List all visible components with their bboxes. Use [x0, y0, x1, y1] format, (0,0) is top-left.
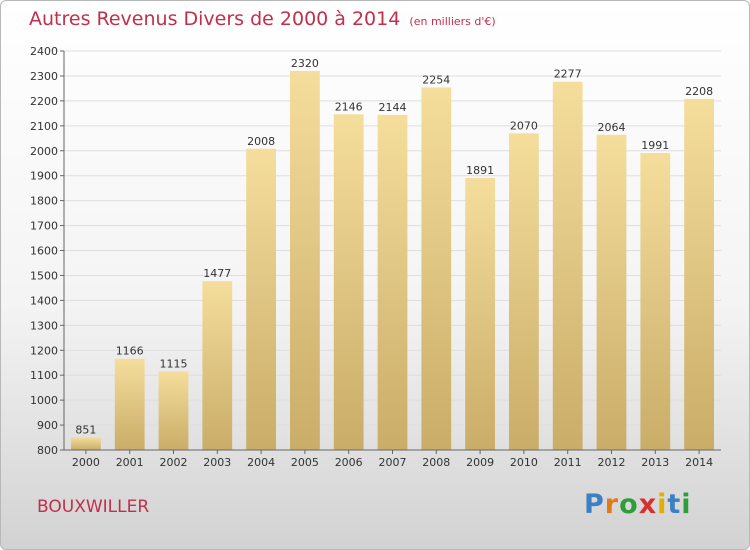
y-tick-label: 2400 — [30, 45, 58, 58]
bar — [465, 177, 495, 450]
bar — [333, 114, 364, 450]
bar-value-label: 2320 — [291, 57, 319, 70]
y-tick-label: 1100 — [30, 369, 58, 382]
y-tick-label: 1300 — [30, 319, 58, 332]
bar — [71, 437, 101, 450]
logo-letter: r — [604, 489, 620, 520]
bar — [552, 81, 583, 450]
proxiti-logo: Proxiti — [584, 489, 692, 520]
logo-letter: o — [619, 489, 639, 520]
bar — [114, 358, 145, 450]
x-tick-label: 2009 — [466, 456, 494, 469]
bars — [71, 70, 714, 451]
bar-value-label: 2146 — [335, 100, 363, 113]
bar — [246, 148, 276, 450]
x-tick-label: 2014 — [685, 456, 713, 469]
bar-value-label: 1166 — [116, 345, 144, 358]
x-tick-label: 2010 — [510, 456, 538, 469]
bar-value-label: 2208 — [685, 85, 713, 98]
bar-value-label: 2144 — [379, 101, 407, 114]
x-tick-label: 2001 — [116, 456, 144, 469]
bar-value-label: 2064 — [598, 121, 626, 134]
bar — [509, 133, 539, 450]
x-tick-label: 2012 — [598, 456, 626, 469]
subtitle-text: (en milliers d'€) — [409, 15, 496, 28]
x-tick-label: 2007 — [379, 456, 407, 469]
y-tick-label: 1200 — [30, 344, 58, 357]
bar — [158, 371, 189, 450]
bar — [640, 152, 671, 450]
x-tick-label: 2005 — [291, 456, 319, 469]
commune-name: BOUXWILLER — [37, 497, 150, 517]
bar — [202, 281, 233, 450]
bar-value-label: 851 — [75, 423, 96, 436]
bar-value-label: 2254 — [422, 73, 450, 86]
chart-title: Autres Revenus Divers de 2000 à 2014 (en… — [29, 8, 496, 30]
bar — [596, 134, 627, 451]
logo-letter: P — [584, 489, 605, 520]
logo-letter: i — [681, 489, 692, 520]
bar-value-label: 2008 — [247, 135, 275, 148]
y-tick-label: 1000 — [30, 394, 58, 407]
bar — [684, 98, 714, 450]
bar-value-label: 1891 — [466, 164, 494, 177]
logo-letter: x — [638, 489, 658, 520]
x-tick-label: 2000 — [72, 456, 100, 469]
y-tick-label: 1600 — [30, 245, 58, 258]
x-tick-label: 2013 — [641, 456, 669, 469]
y-tick-label: 900 — [37, 419, 58, 432]
y-tick-label: 2100 — [30, 120, 58, 133]
logo-letter: i — [657, 489, 668, 520]
y-tick-label: 1700 — [30, 220, 58, 233]
y-tick-label: 1500 — [30, 269, 58, 282]
bar — [377, 114, 408, 450]
y-tick-label: 2000 — [30, 145, 58, 158]
x-tick-label: 2011 — [554, 456, 582, 469]
x-tick-label: 2003 — [203, 456, 231, 469]
y-tick-label: 800 — [37, 444, 58, 457]
y-tick-label: 1800 — [30, 195, 58, 208]
y-tick-label: 1400 — [30, 294, 58, 307]
y-tick-label: 2300 — [30, 70, 58, 83]
axes: 800 900 1000 1100 1200 1300 1400 1500 1600 1700 18… — [30, 45, 721, 469]
x-tick-label: 2008 — [422, 456, 450, 469]
y-tick-label: 1900 — [30, 170, 58, 183]
bar-value-label: 1991 — [641, 139, 669, 152]
x-tick-label: 2004 — [247, 456, 275, 469]
bar-value-label: 1477 — [203, 267, 231, 280]
bar-value-label: 1115 — [160, 357, 188, 370]
data-labels: 851 1166 1115 1477 2008 2320 2146 2144 2254 1891 2… — [75, 57, 713, 436]
bar-value-label: 2277 — [554, 68, 582, 81]
x-tick-label: 2002 — [160, 456, 188, 469]
logo-letter: t — [667, 489, 682, 520]
bar-value-label: 2070 — [510, 119, 538, 132]
title-text: Autres Revenus Divers de 2000 à 2014 — [29, 8, 401, 30]
y-tick-label: 2200 — [30, 95, 58, 108]
x-tick-label: 2006 — [335, 456, 363, 469]
bar — [421, 87, 452, 450]
bar — [290, 70, 320, 450]
